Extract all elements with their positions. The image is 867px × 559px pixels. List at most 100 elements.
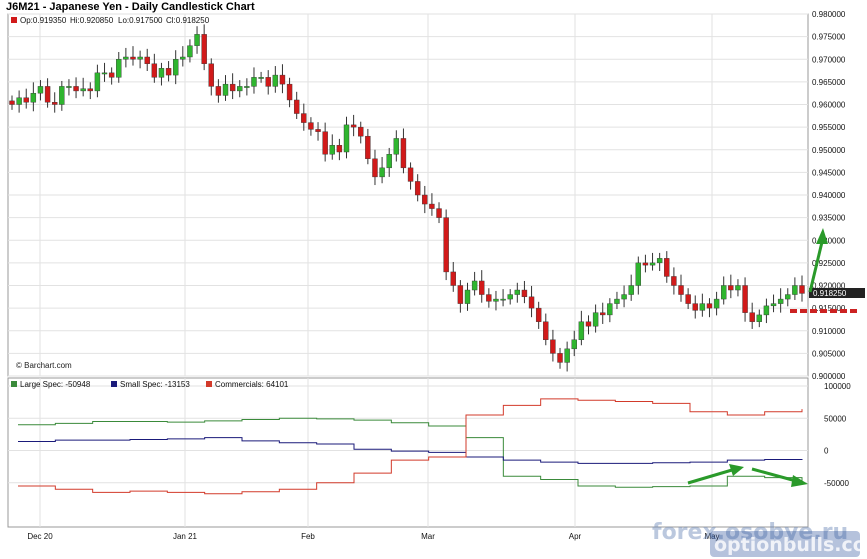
candle-body-down [336,145,343,153]
candle-body-down [728,285,734,291]
candle-body-down [429,203,435,209]
cot-legend-swatch [11,381,17,387]
candle-body-down [215,86,222,96]
candle-body-down [87,88,93,92]
cot-legend-label: Commercials: 64101 [215,380,289,389]
x-tick-label: Feb [301,532,315,541]
candle [30,82,37,112]
candle-body-up [699,303,706,311]
candle-body-down [528,296,535,309]
candle [614,291,620,310]
price-tick-label: 0.935000 [812,214,846,223]
candle-body-down [165,68,172,76]
candle [621,285,627,308]
candle [777,288,784,313]
cot-tick-label: 50000 [824,414,847,423]
price-tick-label: 0.930000 [812,236,846,245]
price-tick-label: 0.960000 [812,101,846,110]
candle-body-down [358,126,364,137]
candle [386,147,392,177]
candle-body-down [706,303,713,309]
candle [208,58,214,96]
candle [607,298,613,323]
candle [486,288,492,308]
candle-body-up [578,321,585,341]
candle [329,134,335,160]
candle-body-up [464,289,471,304]
candle-body-up [507,294,513,300]
candle-body-down [436,208,442,218]
candle [116,52,122,83]
candle-body-down [486,294,492,302]
candle [721,276,727,305]
price-tick-label: 0.965000 [812,78,846,87]
candle [770,294,777,313]
candle [592,304,599,333]
candle [393,130,400,162]
candle-body-down [414,181,421,196]
candle [9,95,15,110]
candle [293,91,300,119]
candle-body-down [692,303,698,311]
candle-body-up [379,167,385,178]
cot-legend: Large Spec: -50948 Small Spec: -13153 Comm… [11,380,289,389]
candle [500,289,506,307]
candle-body-up [272,74,279,87]
price-tick-label: 0.950000 [812,146,846,155]
candle-body-down [315,129,321,132]
candle-body-down [642,262,649,266]
candle [336,138,343,161]
candle [343,116,350,159]
candle-body-up [329,145,335,155]
candle [671,267,677,295]
cot-series-line-2 [18,398,803,495]
candle-body-down [407,167,414,182]
candle-body-down [749,312,755,322]
candle [272,66,279,93]
ohlc-high: Hi:0.920850 [70,16,114,25]
cot-axis: 100000 50000 0 -50000 [824,382,851,488]
candle-body-down [678,285,684,295]
candle-body-up [16,97,22,105]
candle-body-down [44,86,51,103]
watermark-top: forex.osobye.ru [652,520,848,545]
copyright: © Barchart.com [16,361,72,370]
candle [471,271,478,296]
candle-body-down [557,353,563,363]
candle-body-up [244,86,250,88]
chart-title: J6M21 - Japanese Yen - Daily Candlestick… [6,1,255,13]
candle-body-up [607,303,613,316]
candle-body-down [130,56,136,60]
candle-body-up [258,77,264,79]
candle-body-up [564,348,570,363]
cot-legend-label: Large Spec: -50948 [20,380,91,389]
price-tick-label: 0.940000 [812,191,846,200]
candle-body-down [301,113,307,123]
candle [379,156,385,184]
candle-body-down [229,83,236,92]
candle-body-down [108,72,115,78]
candle-body-up [721,285,727,300]
candle [158,62,165,86]
candle [479,270,485,303]
candle [799,275,805,302]
candle [180,46,186,67]
candle [713,291,720,316]
candle-body-up [713,298,720,309]
candle [656,252,663,272]
candle-body-down [664,258,670,277]
candle [350,114,357,137]
candle-body-up [656,258,663,264]
candle [151,53,158,83]
candle-body-down [400,138,407,169]
cot-series-line-1 [18,437,803,464]
last-price-label: 0.918250 [813,289,847,298]
candle-body-down [372,158,378,178]
x-tick-label: Dec 20 [27,532,53,541]
candle [201,24,207,71]
candle [222,75,229,101]
candle [756,309,762,328]
cot-series-line-0 [18,417,803,488]
candle-body-up [251,77,257,87]
candle-body-up [158,68,165,78]
